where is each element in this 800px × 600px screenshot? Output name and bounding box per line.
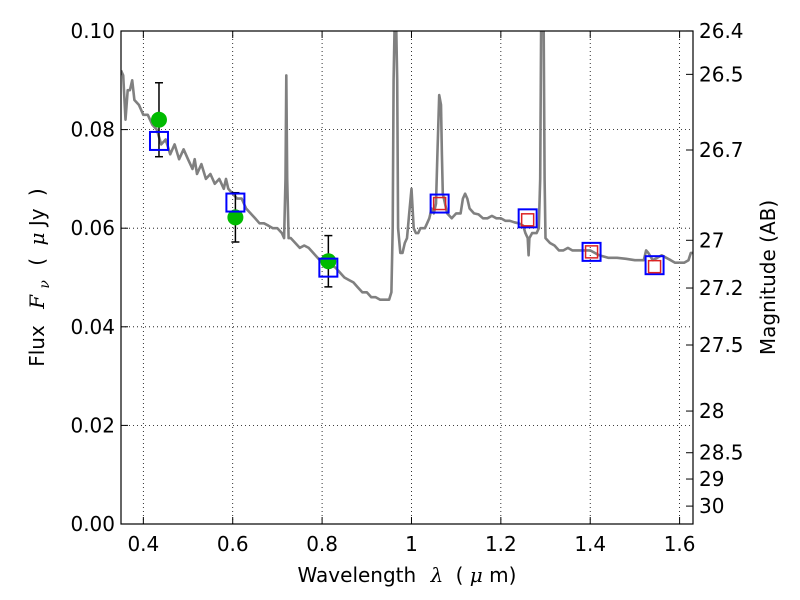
model-flux-square xyxy=(644,255,665,276)
y-axis-label-symbol: F xyxy=(25,294,49,310)
right-tick-label: 27.5 xyxy=(699,333,744,357)
observed-flux-point xyxy=(320,253,337,270)
model-flux-square xyxy=(225,192,246,213)
x-tick-label: 1.2 xyxy=(485,532,517,556)
predicted-flux-square xyxy=(647,259,662,274)
x-tick-label: 0.8 xyxy=(306,532,338,556)
plot-frame xyxy=(120,30,694,525)
y-tick-label: 0.06 xyxy=(70,216,115,240)
x-axis-label: Wavelength λ ( μ m) xyxy=(298,563,517,587)
y-axis-label-subscript: ν xyxy=(37,280,53,289)
model-flux-square xyxy=(429,193,450,214)
model-flux-square xyxy=(581,241,602,262)
y-axis-label-unit-mu: μ xyxy=(25,233,49,246)
y-tick-label: 0.02 xyxy=(70,413,115,437)
x-tick-label: 1 xyxy=(405,532,418,556)
model-flux-square xyxy=(517,208,538,229)
axis-ticks: 0.4 0.6 0.8 1 1.2 1.4 1.6 0.00 0.02 0.04 0.06 0.08 0… xyxy=(70,19,743,556)
plot-area xyxy=(121,31,693,301)
right-tick-label: 26.4 xyxy=(699,19,744,43)
x-tick-label: 0.6 xyxy=(217,532,249,556)
right-tick-label: 26.7 xyxy=(699,138,744,162)
right-tick-label: 27.2 xyxy=(699,276,744,300)
model-flux-square xyxy=(318,257,339,278)
predicted-flux-square xyxy=(432,196,447,211)
right-tick-label: 28 xyxy=(699,399,724,423)
right-tick-label: 29 xyxy=(699,467,724,491)
x-tick-label: 0.4 xyxy=(127,532,159,556)
grid-lines xyxy=(121,31,693,524)
x-tick-label: 1.4 xyxy=(574,532,606,556)
right-tick-label: 26.5 xyxy=(699,62,744,86)
predicted-flux-square xyxy=(584,245,599,259)
x-axis-label-unit-mu: μ xyxy=(470,563,483,587)
y-axis-label-unit-rest: Jy xyxy=(25,208,49,228)
y-axis-label-unit-close: ) xyxy=(25,188,49,196)
x-axis-label-unit-rest: m) xyxy=(489,563,516,587)
spectrum-line xyxy=(121,31,693,301)
y-axis-label: Flux F ν ( μ Jy ) xyxy=(25,188,54,367)
y-tick-label: 0.04 xyxy=(70,315,115,339)
x-axis-label-unit-open: ( xyxy=(456,563,464,587)
right-tick-label: 28.5 xyxy=(699,441,744,465)
x-tick-label: 1.6 xyxy=(664,532,696,556)
x-axis-label-symbol: λ xyxy=(430,563,444,587)
y-axis-label-text: Flux xyxy=(25,325,49,367)
y-tick-label: 0.08 xyxy=(70,118,115,142)
y-tick-label: 0.00 xyxy=(70,512,115,536)
x-axis-label-text: Wavelength xyxy=(298,563,417,587)
observed-flux-point xyxy=(227,209,244,226)
predicted-flux-square xyxy=(520,213,535,227)
right-tick-label: 27 xyxy=(699,228,724,252)
model-flux-square xyxy=(148,130,169,151)
right-tick-label: 30 xyxy=(699,494,724,518)
observed-flux-point xyxy=(150,111,167,128)
right-axis-label: Magnitude (AB) xyxy=(756,200,780,355)
y-axis-label-unit-open: ( xyxy=(25,258,49,266)
y-tick-label: 0.10 xyxy=(70,19,115,43)
